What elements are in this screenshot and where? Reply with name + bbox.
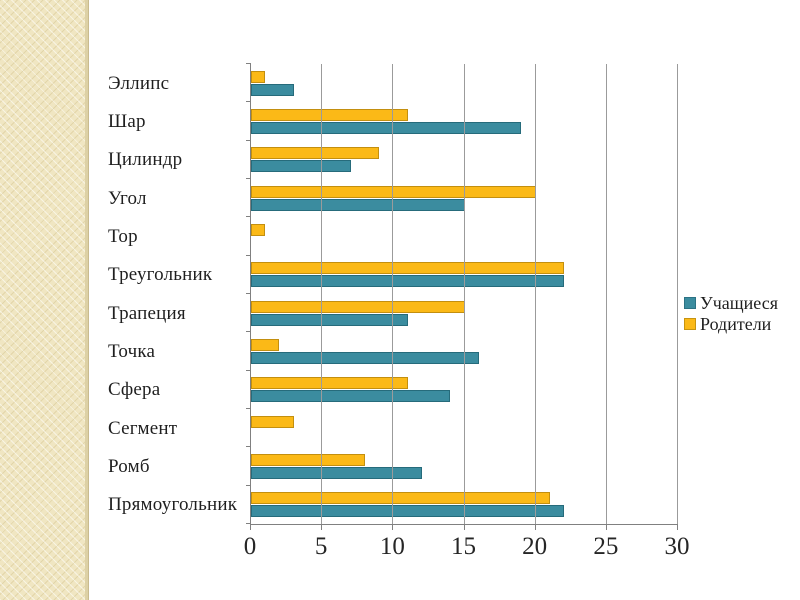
category-row (251, 332, 678, 370)
x-tick-label: 5 (314, 533, 328, 560)
legend-label: Родители (700, 314, 772, 334)
bar-students (251, 505, 565, 518)
x-tick-label: 25 (593, 533, 619, 560)
x-tick-label: 10 (379, 533, 405, 560)
x-tick-label: 15 (451, 533, 476, 560)
legend-item: Родители (684, 315, 778, 333)
x-axis-tick (534, 525, 536, 530)
x-tick-label: 0 (243, 533, 257, 560)
bar-parents (251, 377, 408, 390)
gridline (534, 64, 536, 524)
x-axis-tick (250, 525, 251, 530)
x-axis-tick (463, 525, 465, 530)
category-row (251, 447, 678, 485)
category-label: Треугольник (108, 264, 213, 286)
category-row (251, 102, 678, 140)
x-axis-tick (392, 525, 394, 530)
bar-students (251, 198, 465, 211)
category-label: Трапеция (108, 302, 186, 324)
category-row (251, 371, 678, 409)
category-row (251, 409, 678, 447)
category-row (251, 217, 678, 255)
x-tick-label: 20 (522, 533, 548, 560)
bar-parents (251, 108, 408, 121)
bar-students (251, 313, 408, 326)
legend-item: Учащиеся (684, 294, 778, 312)
category-row (251, 256, 678, 294)
gridline (321, 64, 323, 524)
y-axis-tick (246, 523, 251, 524)
bar-parents (251, 300, 465, 313)
bar-parents (251, 223, 266, 236)
legend-label: Учащиеся (700, 293, 778, 313)
bar-students (251, 160, 351, 173)
category-row (251, 64, 678, 102)
bar-students (251, 275, 565, 288)
plot-rows (251, 64, 678, 524)
y-axis-tick (246, 293, 251, 294)
bar-students (251, 83, 294, 96)
bar-students (251, 351, 479, 364)
category-label: Точка (108, 340, 156, 362)
category-label: Эллипс (108, 72, 170, 94)
gridline (392, 64, 394, 524)
bar-parents (251, 147, 380, 160)
bar-parents (251, 70, 266, 83)
bar-parents (251, 262, 565, 275)
y-axis-tick (246, 63, 251, 64)
category-label: Сегмент (108, 417, 178, 439)
y-axis-tick (246, 216, 251, 218)
bar-parents (251, 338, 280, 351)
y-axis-tick (246, 446, 251, 448)
bar-students (251, 390, 451, 403)
bar-students (251, 466, 422, 479)
gridline (605, 64, 607, 524)
bar-parents (251, 453, 365, 466)
slide-edge-decoration (0, 0, 88, 600)
gridline (463, 64, 465, 524)
category-label: Тор (108, 225, 138, 247)
bar-parents (251, 185, 536, 198)
y-axis-tick (246, 178, 251, 179)
legend-swatch-students-icon (684, 297, 696, 309)
category-label: Сфера (108, 379, 161, 401)
bar-parents (251, 492, 550, 505)
y-axis-tick (246, 331, 251, 333)
legend: Учащиеся Родители (684, 294, 778, 333)
category-axis-labels: Эллипс Шар Цилиндр Угол Тор Треугольник Трапец… (108, 64, 248, 524)
y-axis-tick (246, 139, 251, 141)
category-label: Прямоугольник (108, 494, 238, 516)
x-axis-tick (605, 525, 607, 530)
category-row (251, 294, 678, 332)
bar-parents (251, 415, 294, 428)
legend-swatch-parents-icon (684, 318, 696, 330)
y-axis-tick (246, 484, 251, 486)
category-row (251, 141, 678, 179)
category-label: Ромб (108, 455, 150, 477)
category-row (251, 179, 678, 217)
plot-area (246, 63, 678, 530)
category-label: Угол (108, 187, 147, 209)
x-axis-tick (321, 525, 323, 530)
bar-students (251, 121, 522, 134)
x-axis-tick (677, 525, 678, 530)
gridline (677, 64, 678, 524)
x-tick-label: 30 (664, 533, 690, 560)
category-label: Цилиндр (108, 149, 183, 171)
category-row (251, 486, 678, 524)
category-label: Шар (108, 110, 146, 132)
y-axis-tick (246, 101, 251, 103)
y-axis-tick (246, 254, 251, 256)
y-axis-tick (246, 369, 251, 371)
y-axis-tick (246, 408, 251, 409)
